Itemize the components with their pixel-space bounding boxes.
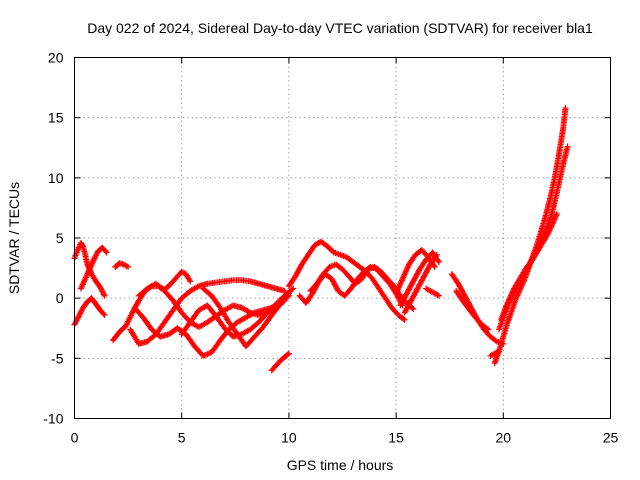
series-track-l [285,238,408,323]
series-markers [112,260,132,270]
series-markers [453,287,492,333]
series-track-s [448,271,507,347]
data-points [71,105,571,374]
y-tick-label: -10 [43,411,63,427]
y-tick-label: 15 [48,110,64,126]
x-tick-label: 10 [281,430,297,446]
series-markers [401,251,440,316]
series-markers [423,285,442,299]
series-track-f [127,277,288,347]
series-markers [393,247,438,297]
series-markers [127,277,288,347]
x-tick-label: 20 [496,430,512,446]
series-markers [487,348,503,359]
series-track-t [453,287,492,333]
grid-lines [74,57,611,419]
series-markers [498,210,560,323]
chart-title: Day 022 of 2024, Sidereal Day-to-day VTE… [87,20,593,36]
y-tick-label: 0 [56,290,64,306]
series-track-o [393,247,438,297]
series-markers [71,295,108,328]
series-track-i [178,285,297,340]
y-tick-label: 5 [56,230,64,246]
plot-frame [74,57,611,419]
series-track-r [423,285,442,299]
x-tick-label: 15 [388,430,404,446]
series-markers [285,238,408,323]
series-markers [448,271,507,347]
x-axis-ticks: 0 5 10 15 20 25 [71,57,619,446]
series-track-d [112,260,132,270]
series-track-x [487,348,503,359]
series-track-w [498,210,560,323]
series-markers [178,285,297,340]
series-track-j [200,285,292,350]
series-markers [77,244,110,292]
series-track-c [77,244,110,292]
series-markers [200,285,292,350]
series-track-k [268,350,292,374]
x-tick-label: 0 [71,430,79,446]
series-track-g [131,292,292,359]
y-axis-label: SDTVAR / TECUs [6,182,22,294]
series-track-q [401,251,440,316]
x-axis-label: GPS time / hours [287,457,394,473]
x-tick-label: 25 [603,430,619,446]
series-markers [268,350,292,374]
y-tick-label: -5 [51,350,64,366]
series-track-b [71,295,108,328]
y-tick-label: 10 [48,170,64,186]
x-tick-label: 5 [178,430,186,446]
series-markers [131,292,292,359]
y-tick-label: 20 [48,50,64,66]
